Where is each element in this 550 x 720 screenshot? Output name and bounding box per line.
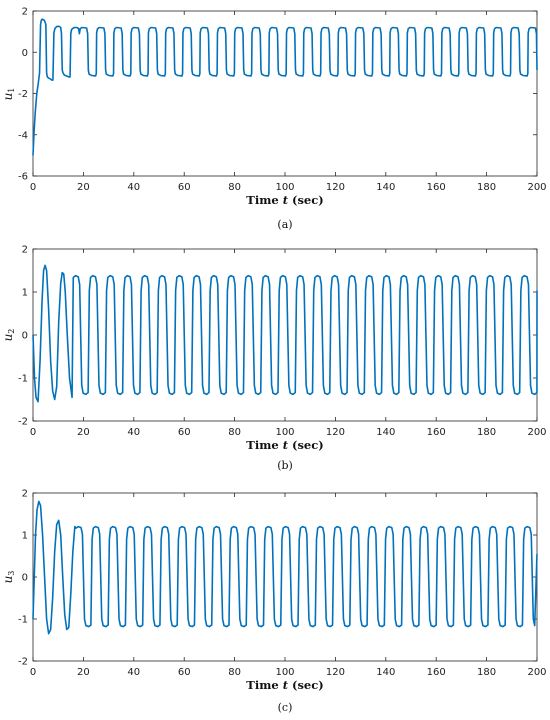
y-tick-label-c: -2: [18, 657, 28, 668]
x-tick-label-b: 60: [178, 427, 191, 438]
x-tick-label-a: 80: [228, 182, 241, 193]
x-ticks-b: 0 20 40 60 80 100 120 140 160 180 200: [30, 249, 547, 438]
x-tick-label-a: 200: [527, 182, 546, 193]
x-tick-label-a: 120: [326, 182, 345, 193]
x-axis-label-c: Time t (sec): [246, 678, 323, 692]
x-tick-label-b: 160: [427, 427, 446, 438]
x-tick-label-c: 200: [527, 667, 546, 678]
y-tick-label-b: 0: [22, 331, 28, 342]
x-tick-label-c: 180: [477, 667, 496, 678]
y-tick-label-b: -1: [18, 374, 28, 385]
panel-c: -2 -1 0 1 2 0 20 40 60 80 100 120 140 160 180 200 Time…: [1, 489, 547, 715]
y-tick-label-a: 2: [22, 7, 28, 18]
x-tick-label-b: 40: [127, 427, 140, 438]
plot-area-c: [32, 492, 538, 662]
x-tick-label-a: 180: [477, 182, 496, 193]
x-tick-label-a: 0: [30, 182, 36, 193]
x-tick-label-c: 80: [228, 667, 241, 678]
y-tick-label-a: 0: [22, 48, 28, 59]
panel-caption-b: (b): [277, 459, 293, 472]
x-tick-label-a: 100: [275, 182, 294, 193]
x-tick-label-b: 100: [275, 427, 294, 438]
x-ticks-c: 0 20 40 60 80 100 120 140 160 180 200: [30, 493, 547, 678]
x-tick-label-a: 20: [77, 182, 90, 193]
y-ticks-b: -2 -1 0 1 2: [18, 245, 537, 428]
y-tick-label-c: 2: [22, 489, 28, 500]
y-tick-label-a: -6: [18, 172, 28, 183]
panel-a: -6 -4 -2 0 2 0 20 40 60 80 100 120 140 160 180 200 Tim…: [1, 7, 547, 232]
x-tick-label-c: 140: [376, 667, 395, 678]
panel-caption-a: (a): [277, 218, 292, 231]
plot-area-a: [32, 10, 538, 177]
y-tick-label-a: -4: [18, 130, 28, 141]
series-line-u1: [32, 18, 538, 156]
x-tick-label-c: 60: [178, 667, 191, 678]
y-tick-label-b: -2: [18, 417, 28, 428]
panel-caption-c: (c): [278, 701, 293, 714]
y-tick-label-b: 1: [22, 288, 28, 299]
x-tick-label-b: 20: [77, 427, 90, 438]
x-tick-label-c: 100: [275, 667, 294, 678]
x-tick-label-b: 140: [376, 427, 395, 438]
series-line-u2: [32, 264, 538, 403]
x-tick-label-c: 160: [427, 667, 446, 678]
x-tick-label-a: 160: [427, 182, 446, 193]
panel-b: -2 -1 0 1 2 0 20 40 60 80 100 120 140 160 180 200 Time…: [1, 245, 547, 473]
y-tick-label-b: 2: [22, 245, 28, 256]
plot-area-b: [32, 248, 538, 422]
y-tick-label-c: 1: [22, 531, 28, 542]
x-tick-label-b: 0: [30, 427, 36, 438]
y-tick-label-a: -2: [18, 89, 28, 100]
y-axis-label-b: u2: [1, 329, 16, 342]
y-axis-label-c: u3: [1, 571, 16, 584]
x-tick-label-b: 180: [477, 427, 496, 438]
x-tick-label-a: 40: [127, 182, 140, 193]
y-tick-label-c: -1: [18, 615, 28, 626]
x-tick-label-c: 20: [77, 667, 90, 678]
x-ticks-a: 0 20 40 60 80 100 120 140 160 180 200: [30, 11, 547, 193]
x-tick-label-b: 200: [527, 427, 546, 438]
series-line-u3: [32, 500, 538, 635]
x-tick-label-c: 40: [127, 667, 140, 678]
y-axis-label-a: u1: [1, 88, 16, 101]
x-tick-label-a: 60: [178, 182, 191, 193]
x-tick-label-b: 120: [326, 427, 345, 438]
x-tick-label-a: 140: [376, 182, 395, 193]
x-tick-label-c: 0: [30, 667, 36, 678]
x-tick-label-c: 120: [326, 667, 345, 678]
x-axis-label-a: Time t (sec): [246, 193, 323, 207]
y-tick-label-c: 0: [22, 573, 28, 584]
x-axis-label-b: Time t (sec): [246, 438, 323, 452]
x-tick-label-b: 80: [228, 427, 241, 438]
